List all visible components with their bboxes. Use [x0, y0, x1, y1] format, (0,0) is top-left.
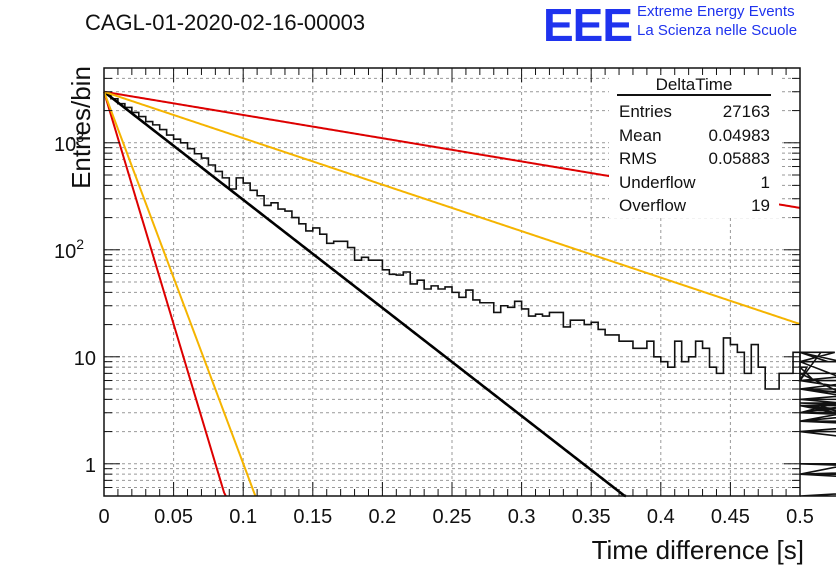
x-tick-label: 0.15: [293, 506, 332, 528]
x-tick-label: 0.25: [433, 506, 472, 528]
stats-row-rms: RMS 0.05883: [609, 147, 779, 171]
logo-line-2: La Scienza nelle Scuole: [637, 22, 798, 39]
y-tick-exponent: 3: [76, 129, 84, 145]
stats-row-mean: Mean 0.04983: [609, 124, 779, 148]
y-tick-label: 1: [85, 455, 96, 477]
stats-row-entries: Entries 27163: [609, 100, 779, 124]
y-tick-label: 102: [54, 236, 84, 263]
y-axis-label: Entries/bin: [65, 66, 96, 189]
stats-value: 1: [760, 172, 770, 192]
stats-label: Overflow: [619, 196, 687, 215]
fit-curve-4: [103, 91, 257, 497]
stats-value: 0.05883: [708, 149, 770, 168]
stats-label: Underflow: [619, 172, 696, 192]
x-tick-label: 0.1: [229, 506, 257, 528]
fit-curve-3: [103, 90, 801, 326]
y-tick-exponent: 2: [76, 236, 84, 252]
stats-label: RMS: [619, 149, 657, 168]
y-tick-label: 10: [74, 348, 96, 370]
stats-label: Mean: [619, 125, 662, 145]
x-axis-label: Time difference [s]: [591, 535, 804, 565]
logo-line-1: Extreme Energy Events: [637, 3, 795, 20]
fit-curve-0: [103, 90, 627, 498]
x-tick-label: 0.05: [154, 506, 193, 528]
plot-title: CAGL-01-2020-02-16-00003: [85, 10, 366, 35]
stats-value: 0.04983: [708, 125, 770, 145]
x-tick-label: 0: [98, 506, 109, 528]
histogram-outline: [104, 91, 836, 497]
stats-value: 27163: [722, 102, 770, 121]
histogram: [104, 91, 836, 497]
fit-curve-2: [103, 91, 227, 497]
stats-title: DeltaTime: [617, 75, 771, 96]
stats-label: Entries: [619, 102, 672, 121]
stats-box: DeltaTime Entries 27163 Mean 0.04983 RMS 0.…: [609, 75, 779, 218]
axes: 0 0.05 0.1 0.15 0.2 0.25 0.3 0.35 0.4 0.45 0.5 1 10 1…: [54, 67, 814, 528]
stats-value: 19: [751, 196, 770, 215]
stats-row-overflow: Overflow 19: [609, 194, 779, 218]
x-tick-label: 0.4: [647, 506, 675, 528]
eee-logo: EEE: [543, 0, 633, 51]
stats-row-underflow: Underflow 1: [609, 171, 779, 195]
x-tick-label: 0.35: [572, 506, 611, 528]
x-tick-label: 0.5: [786, 506, 814, 528]
x-tick-label: 0.3: [508, 506, 536, 528]
x-tick-label: 0.2: [368, 506, 396, 528]
x-tick-label: 0.45: [711, 506, 750, 528]
